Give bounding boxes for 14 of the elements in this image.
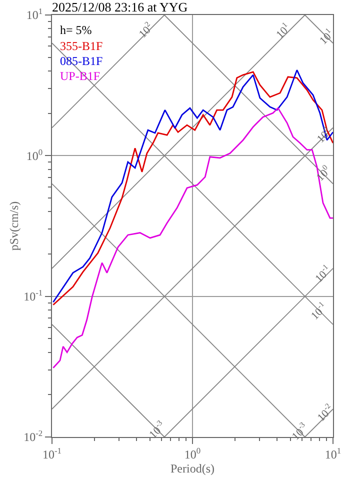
x-tick-label: 10$^{-1}$ (42, 446, 62, 462)
annotation: h= 5% (60, 23, 92, 37)
y-tick-label: 10$^{-2}$ (24, 429, 43, 444)
y-tick-label: 10$^{-1}$ (24, 288, 43, 304)
x-tick-label: 10$^{0}$ (184, 446, 201, 462)
x-axis-title: Period(s) (170, 461, 214, 476)
y-tick-label: 10$^{1}$ (26, 7, 43, 22)
text: UP-B1F (60, 69, 100, 83)
y-axis-title: pSv(cm/s) (6, 201, 21, 251)
x-tick-label: 10$^{1}$ (324, 446, 342, 462)
y-tick-label: 10$^{0}$ (26, 148, 43, 163)
chart-title: 2025/12/08 23:16 at YYG (52, 0, 188, 15)
text: 085-B1F (60, 54, 103, 68)
text: 355-B1F (60, 39, 103, 53)
